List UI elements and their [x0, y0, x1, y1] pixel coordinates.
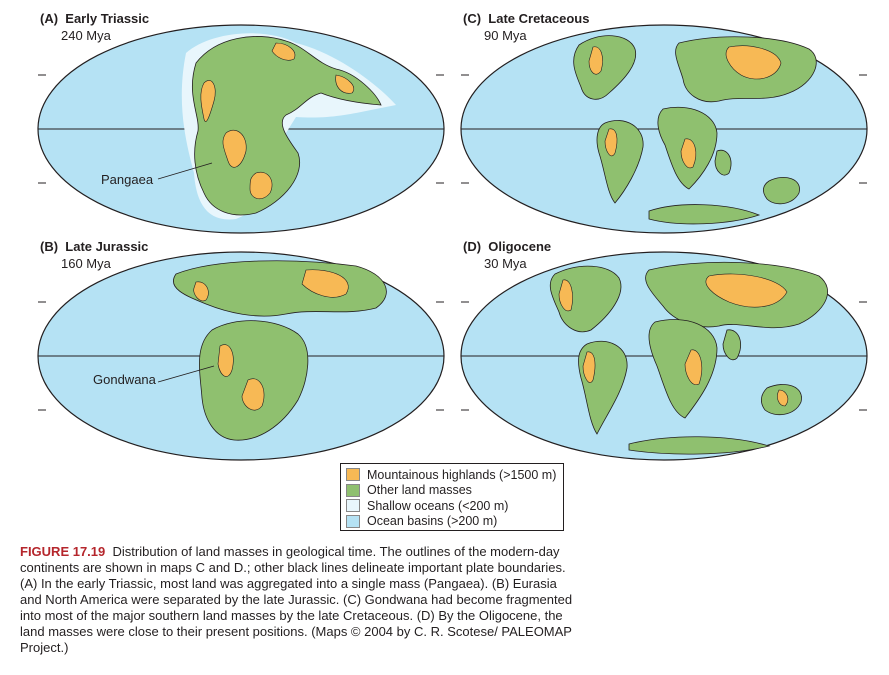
caption-text: Distribution of land masses in geologica… — [20, 544, 573, 655]
legend-swatch — [346, 468, 360, 482]
legend-item-ocean-basin: Ocean basins (>200 m) — [346, 514, 558, 530]
panel-age-b: 160 Mya — [61, 256, 111, 271]
panel-age-a: 240 Mya — [61, 28, 111, 43]
figure-label: FIGURE 17.19 — [20, 544, 106, 559]
panel-age-c: 90 Mya — [484, 28, 527, 43]
legend-item-shallow-ocean: Shallow oceans (<200 m) — [346, 498, 558, 514]
panel-name: Oligocene — [488, 239, 552, 254]
legend-item-highlands: Mountainous highlands (>1500 m) — [346, 467, 558, 483]
panel-name: Late Jurassic — [65, 239, 149, 254]
map-legend: Mountainous highlands (>1500 m) Other la… — [340, 463, 564, 531]
pangaea-callout: Pangaea — [101, 172, 154, 187]
panel-title-a: (A) Early Triassic — [40, 11, 149, 26]
map-oligocene — [460, 251, 868, 461]
gondwana-callout: Gondwana — [93, 372, 156, 387]
legend-swatch — [346, 514, 360, 528]
panel-letter: (A) — [40, 11, 59, 26]
figure-caption: FIGURE 17.19 Distribution of land masses… — [20, 544, 580, 656]
legend-swatch — [346, 483, 360, 497]
panel-title-b: (B) Late Jurassic — [40, 239, 148, 254]
legend-label: Ocean basins (>200 m) — [367, 514, 498, 529]
legend-swatch — [346, 499, 360, 513]
panel-name: Late Cretaceous — [488, 11, 590, 26]
panel-letter: (D) — [463, 239, 482, 254]
panel-age-d: 30 Mya — [484, 256, 527, 271]
legend-label: Shallow oceans (<200 m) — [367, 498, 509, 513]
map-late-jurassic — [37, 251, 445, 461]
map-early-triassic — [37, 24, 445, 234]
legend-label: Mountainous highlands (>1500 m) — [367, 467, 557, 482]
panel-letter: (B) — [40, 239, 59, 254]
panel-title-c: (C) Late Cretaceous — [463, 11, 589, 26]
panel-name: Early Triassic — [65, 11, 150, 26]
legend-label: Other land masses — [367, 483, 472, 498]
legend-item-land: Other land masses — [346, 483, 558, 499]
pangaea-landmass — [192, 36, 382, 216]
panel-letter: (C) — [463, 11, 482, 26]
panel-title-d: (D) Oligocene — [463, 239, 551, 254]
map-late-cretaceous — [460, 24, 868, 234]
